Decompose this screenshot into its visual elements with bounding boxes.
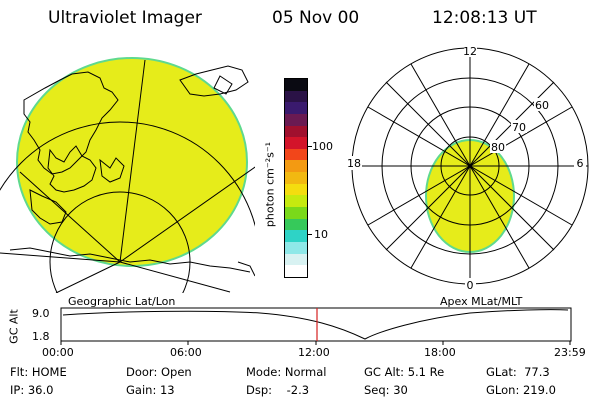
timeline-y-tick-max: 9.0 [32, 307, 50, 320]
status-glat: GLat: 77.3 [486, 365, 550, 379]
meridian-line [119, 59, 146, 263]
colorbar-segment [285, 160, 307, 173]
geographic-image [0, 57, 255, 293]
lat-label-80: 80 [491, 141, 505, 154]
status-seq: Seq: 30 [364, 383, 408, 397]
lat-label-60: 60 [535, 99, 549, 112]
altitude-timeline [60, 307, 572, 345]
mlt-label-0: 0 [467, 279, 474, 292]
colorbar-segment [285, 253, 307, 266]
timeline-y-tick-min: 1.8 [32, 330, 50, 343]
colorbar-segment [285, 172, 307, 184]
latitude-circle [0, 121, 255, 228]
timeline-x-tick-0000: 00:00 [42, 346, 74, 359]
altitude-curve [62, 309, 569, 340]
mlt-label-18: 18 [347, 157, 361, 170]
colorbar-segment [285, 113, 307, 126]
status-flt: Flt: HOME [10, 365, 67, 379]
timeline-x-tick-2359: 23:59 [554, 346, 586, 359]
status-glon: GLon: 219.0 [486, 383, 556, 397]
colorbar-segment [285, 90, 307, 103]
colorbar-segment [285, 230, 307, 242]
status-gc-alt: GC Alt: 5.1 Re [364, 365, 445, 379]
colorbar-segment [285, 207, 307, 219]
meridian-line [119, 166, 255, 263]
colorbar-segment [285, 102, 307, 114]
mlt-label-6: 6 [577, 157, 584, 170]
status-ip: IP: 36.0 [10, 383, 54, 397]
mlt-label-12: 12 [463, 45, 477, 58]
apex-caption: Apex MLat/MLT [440, 295, 523, 308]
meridian-line [0, 252, 121, 263]
meridian-line [55, 261, 121, 293]
latitude-circle [49, 191, 191, 293]
colorbar-tick-mark [308, 234, 312, 235]
status-dsp: Dsp: -2.3 [246, 383, 310, 397]
polar-plot: 12 18 6 0 60 70 80 [346, 44, 589, 292]
colorbar-segment [285, 125, 307, 138]
colorbar-segment [285, 79, 307, 91]
colorbar-segment [285, 195, 307, 208]
status-gain: Gain: 13 [126, 383, 175, 397]
colorbar-tick-10: 10 [314, 228, 328, 241]
colorbar-segment [285, 265, 307, 277]
app-title: Ultraviolet Imager [48, 8, 202, 28]
date-label: 05 Nov 00 [272, 8, 360, 28]
geographic-caption: Geographic Lat/Lon [68, 295, 176, 308]
colorbar-segment [285, 137, 307, 149]
meridian-line [19, 171, 121, 263]
time-label: 12:08:13 UT [432, 8, 537, 28]
colorbar-unit-label: photon cm⁻²s⁻¹ [263, 141, 277, 228]
status-door: Door: Open [126, 365, 192, 379]
colorbar [284, 78, 308, 278]
colorbar-segment [285, 218, 307, 231]
mlt-line [367, 106, 573, 226]
timeline-x-tick-1200: 12:00 [298, 346, 330, 359]
timeline-x-tick-1800: 18:00 [424, 346, 456, 359]
colorbar-segment [285, 148, 307, 161]
colorbar-segment [285, 183, 307, 196]
lat-label-70: 70 [512, 121, 526, 134]
meridian-line [119, 261, 231, 293]
coastline [23, 71, 119, 175]
colorbar-tick-mark [308, 146, 312, 147]
colorbar-segment [285, 241, 307, 254]
timeline-x-tick-0600: 06:00 [170, 346, 202, 359]
timeline-y-label: GC Alt [7, 309, 21, 344]
status-mode: Mode: Normal [246, 365, 327, 379]
colorbar-tick-100: 100 [312, 140, 333, 153]
